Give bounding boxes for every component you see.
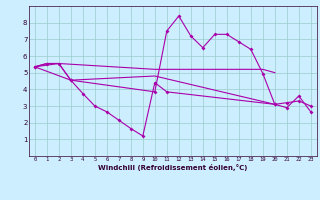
X-axis label: Windchill (Refroidissement éolien,°C): Windchill (Refroidissement éolien,°C) [98,164,247,171]
